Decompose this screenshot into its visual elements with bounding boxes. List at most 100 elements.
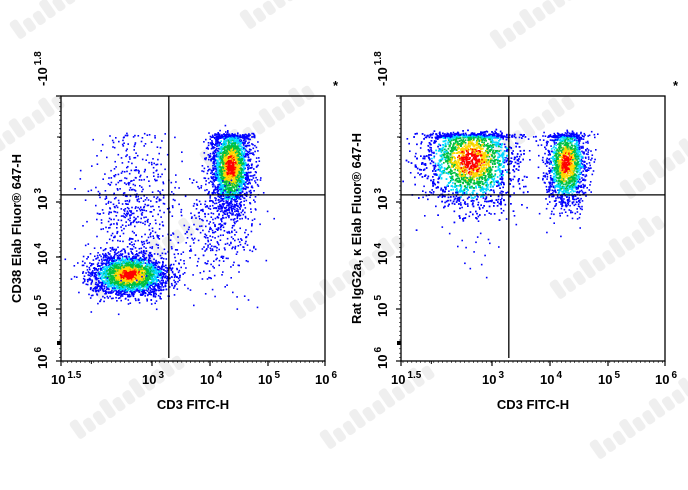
- event-dot: [234, 214, 237, 216]
- event-dot: [246, 153, 248, 155]
- event-dot: [162, 224, 165, 227]
- event-dot: [133, 157, 135, 159]
- event-dot: [108, 227, 110, 229]
- event-dot: [126, 200, 128, 202]
- event-dot: [130, 286, 133, 289]
- event-dot: [215, 155, 218, 157]
- event-dot: [162, 286, 164, 288]
- event-dot: [104, 290, 106, 292]
- event-dot: [132, 294, 134, 297]
- event-dot: [180, 211, 182, 213]
- event-dot: [128, 264, 130, 267]
- event-dot: [117, 273, 120, 275]
- event-dot: [128, 273, 131, 275]
- event-dot: [129, 195, 132, 197]
- event-dot: [150, 283, 153, 285]
- event-dot: [117, 219, 120, 221]
- event-dot: [147, 272, 150, 275]
- event-dot: [242, 187, 245, 189]
- event-dot: [159, 192, 162, 195]
- event-dot: [136, 276, 138, 279]
- event-dot: [144, 223, 146, 226]
- event-dot: [216, 161, 219, 164]
- event-dot: [245, 171, 248, 174]
- event-dot: [143, 240, 145, 243]
- event-dot: [110, 285, 112, 288]
- event-dot: [127, 165, 129, 168]
- event-dot: [121, 229, 123, 232]
- event-dot: [234, 185, 237, 187]
- event-dot: [231, 163, 234, 166]
- event-dot: [130, 265, 133, 267]
- event-dot: [215, 151, 217, 154]
- event-dot: [121, 143, 124, 146]
- event-dot: [133, 189, 136, 191]
- event-dot: [88, 293, 90, 296]
- event-dot: [213, 158, 215, 161]
- event-dot: [112, 203, 115, 206]
- event-dot: [101, 286, 103, 288]
- event-dot: [107, 220, 110, 223]
- event-dot: [119, 254, 121, 257]
- event-dot: [98, 259, 101, 262]
- event-dot: [237, 140, 240, 142]
- event-dot: [165, 280, 167, 283]
- event-dot: [115, 285, 118, 287]
- event-dot: [124, 208, 127, 210]
- event-dot: [108, 266, 111, 268]
- event-dot: [117, 265, 119, 268]
- event-dot: [243, 134, 245, 136]
- event-dot: [151, 255, 153, 257]
- event-dot: [78, 291, 80, 294]
- event-dot: [227, 159, 230, 162]
- event-dot: [131, 272, 133, 275]
- event-dot: [146, 259, 148, 262]
- event-dot: [100, 264, 103, 266]
- event-dot: [128, 253, 130, 256]
- event-dot: [227, 165, 230, 167]
- event-dot: [184, 195, 187, 198]
- event-dot: [120, 286, 123, 289]
- event-dot: [234, 152, 237, 154]
- event-dot: [82, 264, 85, 267]
- event-dot: [125, 290, 128, 293]
- event-dot: [110, 201, 112, 204]
- watermark-logo: [9, 0, 76, 39]
- event-dot: [112, 284, 114, 287]
- event-dot: [173, 273, 175, 276]
- event-dot: [211, 141, 214, 144]
- event-dot: [100, 222, 103, 224]
- event-dot: [139, 209, 142, 212]
- event-dot: [236, 188, 238, 190]
- event-dot: [106, 270, 108, 272]
- event-dot: [176, 268, 178, 271]
- event-dot: [133, 290, 135, 293]
- event-dot: [85, 272, 87, 274]
- event-dot: [253, 168, 255, 170]
- event-dot: [134, 142, 137, 144]
- event-dot: [158, 274, 161, 277]
- event-dot: [232, 207, 235, 210]
- event-dot: [122, 288, 125, 290]
- event-dot: [241, 184, 243, 186]
- event-dot: [215, 162, 217, 165]
- event-dot: [183, 262, 185, 265]
- event-dot: [140, 252, 143, 254]
- event-dot: [157, 236, 159, 239]
- event-dot: [162, 197, 165, 199]
- event-dot: [130, 262, 133, 264]
- event-dot: [137, 254, 140, 257]
- event-dot: [153, 258, 155, 261]
- event-dot: [175, 283, 178, 285]
- event-dot: [158, 284, 160, 286]
- event-dot: [103, 300, 105, 303]
- event-dot: [110, 272, 112, 274]
- event-dot: [142, 222, 144, 224]
- event-dot: [160, 274, 162, 276]
- event-dot: [213, 157, 216, 159]
- event-dot: [221, 198, 224, 201]
- event-dot: [115, 248, 117, 251]
- event-dot: [183, 260, 185, 262]
- event-dot: [113, 264, 116, 266]
- event-dot: [106, 287, 109, 289]
